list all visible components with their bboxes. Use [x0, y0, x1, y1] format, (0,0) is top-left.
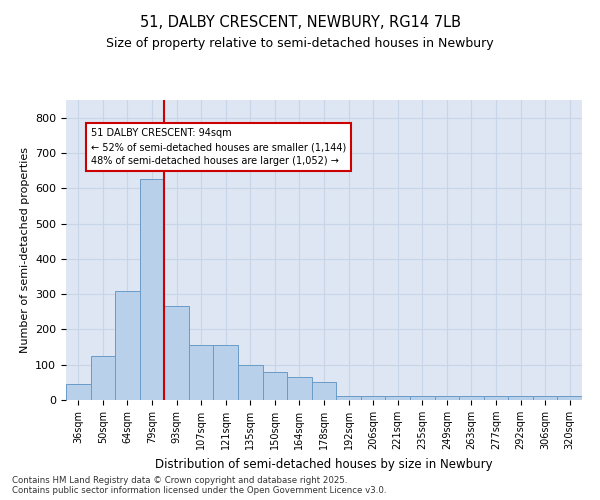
Text: 51, DALBY CRESCENT, NEWBURY, RG14 7LB: 51, DALBY CRESCENT, NEWBURY, RG14 7LB	[139, 15, 461, 30]
Bar	[434, 396, 459, 400]
Bar	[66, 384, 91, 400]
Bar	[336, 396, 361, 400]
Text: 51 DALBY CRESCENT: 94sqm
← 52% of semi-detached houses are smaller (1,144)
48% o: 51 DALBY CRESCENT: 94sqm ← 52% of semi-d…	[91, 128, 346, 166]
Bar	[214, 346, 238, 400]
Bar	[91, 356, 115, 400]
Text: Contains HM Land Registry data © Crown copyright and database right 2025.
Contai: Contains HM Land Registry data © Crown c…	[12, 476, 386, 495]
Bar	[385, 396, 410, 400]
Bar	[484, 396, 508, 400]
Bar	[557, 396, 582, 400]
Bar	[115, 290, 140, 400]
Bar	[312, 382, 336, 400]
Y-axis label: Number of semi-detached properties: Number of semi-detached properties	[20, 147, 29, 353]
Text: Size of property relative to semi-detached houses in Newbury: Size of property relative to semi-detach…	[106, 38, 494, 51]
Bar	[238, 364, 263, 400]
Bar	[533, 396, 557, 400]
Bar	[410, 396, 434, 400]
Bar	[263, 372, 287, 400]
Bar	[361, 396, 385, 400]
Bar	[287, 377, 312, 400]
Bar	[508, 396, 533, 400]
Bar	[459, 396, 484, 400]
Bar	[189, 346, 214, 400]
X-axis label: Distribution of semi-detached houses by size in Newbury: Distribution of semi-detached houses by …	[155, 458, 493, 470]
Bar	[140, 180, 164, 400]
Bar	[164, 306, 189, 400]
